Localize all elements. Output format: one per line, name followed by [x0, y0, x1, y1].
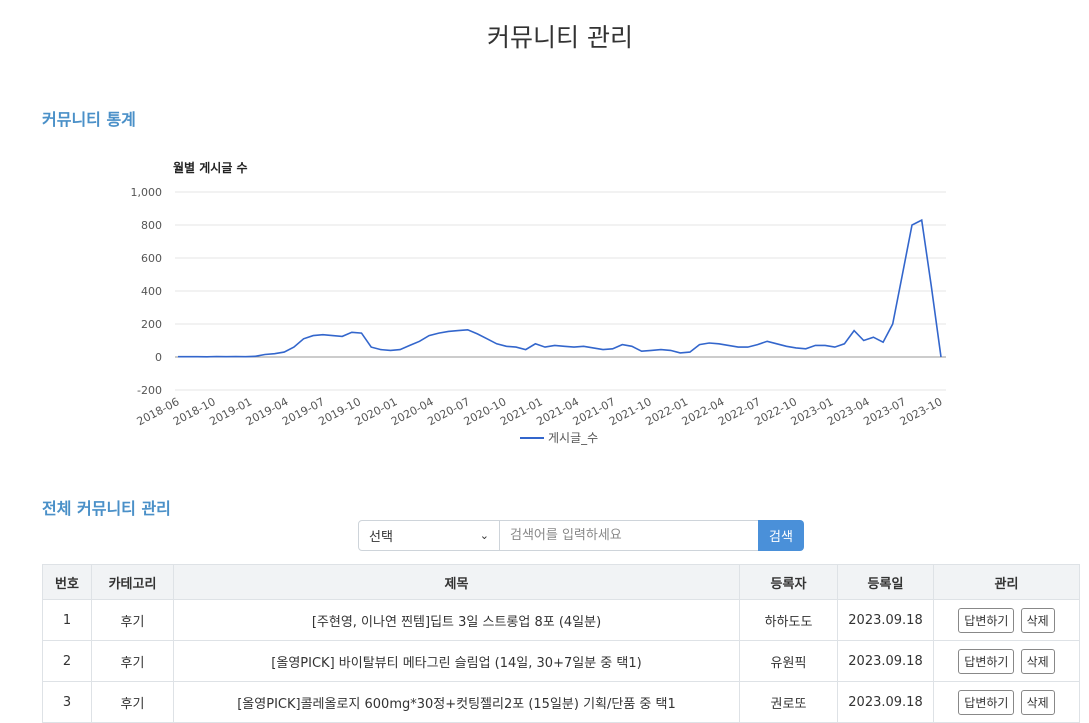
row-date: 2023.09.18	[837, 681, 934, 723]
y-tick-label: 0	[155, 351, 162, 364]
delete-button[interactable]: 삭제	[1020, 607, 1055, 633]
search-type-select[interactable]: 선택 ⌄	[358, 520, 500, 551]
row-category: 후기	[91, 640, 174, 682]
y-tick-label: 600	[141, 252, 162, 265]
row-date: 2023.09.18	[837, 640, 934, 682]
x-tick-label: 2023-10	[898, 395, 945, 428]
table-row: 3 후기 [올영PICK]콜레올로지 600mg*30정+컷팅젤리2포 (15일…	[42, 681, 1080, 723]
manage-section-title: 전체 커뮤니티 관리	[42, 499, 171, 518]
delete-button[interactable]: 삭제	[1020, 648, 1055, 674]
page-title: 커뮤니티 관리	[487, 23, 633, 52]
y-tick-label: 200	[141, 318, 162, 331]
row-title[interactable]: [올영PICK]콜레올로지 600mg*30정+컷팅젤리2포 (15일분) 기획…	[173, 681, 740, 723]
reply-button[interactable]: 답변하기	[958, 607, 1015, 633]
col-header-category: 카테고리	[91, 564, 174, 600]
col-header-date: 등록일	[837, 564, 934, 600]
row-author: 권로또	[739, 681, 838, 723]
delete-button[interactable]: 삭제	[1020, 689, 1055, 715]
y-tick-label: 1,000	[131, 186, 163, 199]
search-type-value: 선택	[369, 530, 393, 545]
col-header-author: 등록자	[739, 564, 838, 600]
community-table: 번호 카테고리 제목 등록자 등록일 관리 1 후기 [주현영, 이나연 찐템]…	[42, 564, 1080, 723]
row-no: 3	[42, 681, 92, 723]
col-header-actions: 관리	[933, 564, 1080, 600]
row-no: 1	[42, 599, 92, 641]
series-line-posts	[178, 218, 942, 358]
row-title[interactable]: [올영PICK] 바이탈뷰티 메타그린 슬림업 (14일, 30+7일분 중 택…	[173, 640, 740, 682]
y-tick-label: 800	[141, 219, 162, 232]
row-title[interactable]: [주현영, 이나연 찐템]딥트 3일 스트롱업 8포 (4일분)	[173, 599, 740, 641]
y-tick-label: -200	[137, 384, 162, 397]
y-tick-label: 400	[141, 285, 162, 298]
row-category: 후기	[91, 681, 174, 723]
search-input[interactable]	[500, 520, 758, 551]
table-header-row: 번호 카테고리 제목 등록자 등록일 관리	[42, 564, 1080, 600]
col-header-no: 번호	[42, 564, 92, 600]
table-row: 2 후기 [올영PICK] 바이탈뷰티 메타그린 슬림업 (14일, 30+7일…	[42, 640, 1080, 682]
stats-section-title: 커뮤니티 통계	[42, 110, 136, 129]
search-button[interactable]: 검색	[758, 520, 804, 551]
reply-button[interactable]: 답변하기	[958, 689, 1015, 715]
table-row: 1 후기 [주현영, 이나연 찐템]딥트 3일 스트롱업 8포 (4일분) 하하…	[42, 599, 1080, 641]
row-actions: 답변하기 삭제	[933, 599, 1080, 641]
legend-label[interactable]: 게시글_수	[548, 431, 598, 445]
row-category: 후기	[91, 599, 174, 641]
row-actions: 답변하기 삭제	[933, 681, 1080, 723]
row-date: 2023.09.18	[837, 599, 934, 641]
reply-button[interactable]: 답변하기	[958, 648, 1015, 674]
col-header-title: 제목	[173, 564, 740, 600]
row-actions: 답변하기 삭제	[933, 640, 1080, 682]
monthly-posts-chart: 1,000 800 600 400 200 0 -200 2018-06 2018-10 201…	[120, 150, 960, 460]
row-author: 유원픽	[739, 640, 838, 682]
chevron-down-icon: ⌄	[479, 529, 489, 542]
search-bar: 선택 ⌄ 검색	[358, 520, 804, 551]
row-author: 하하도도	[739, 599, 838, 641]
chart-title: 월별 게시글 수	[173, 160, 248, 175]
row-no: 2	[42, 640, 92, 682]
